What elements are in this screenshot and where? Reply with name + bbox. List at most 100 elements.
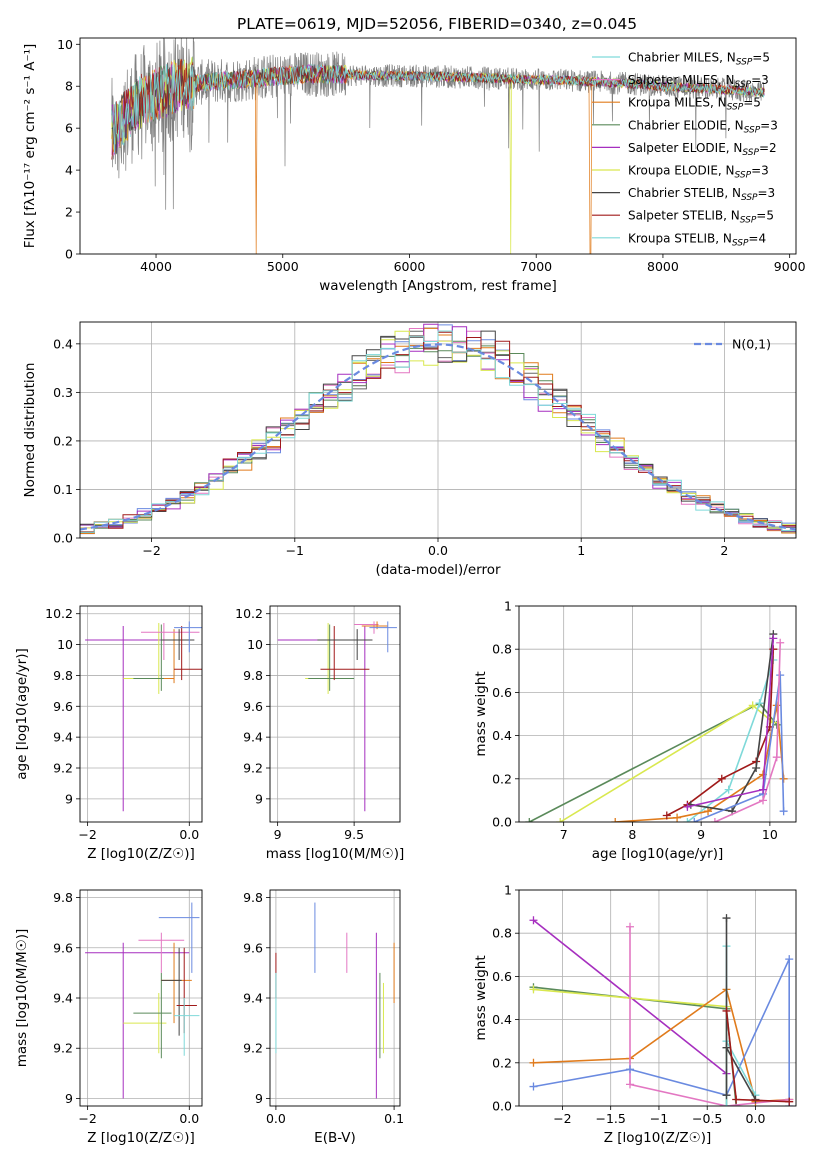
y-tick-label: 9.4	[53, 730, 73, 745]
x-tick-label: −2	[78, 1111, 96, 1126]
y-tick-label: 9.4	[243, 991, 263, 1006]
x-tick-label: −2	[553, 1111, 571, 1126]
mass-weight-line	[559, 704, 774, 822]
plus-marker	[722, 914, 731, 923]
mass-weight-line	[629, 926, 790, 1106]
y-tick-label: 9	[255, 791, 263, 806]
axes-frame	[269, 605, 401, 823]
plus-marker	[529, 916, 538, 925]
x-tick-label: 0.0	[179, 827, 199, 842]
x-axis-label: Z [log10(Z/Z☉)]	[87, 846, 195, 862]
y-tick-label: 9.8	[53, 890, 73, 905]
mass_vs_Z-panel: −2 0.0 9 9.2 9.4 9.6 9.8 Z [log10(Z/Z☉)] mass [l…	[14, 889, 203, 1146]
x-tick-label: 8	[628, 827, 636, 842]
y-tick-label: 0.3	[53, 385, 73, 400]
x-tick-label: 0.0	[428, 543, 448, 558]
x-axis-label: mass [log10(M/M☉)]	[266, 846, 405, 862]
plus-marker	[752, 764, 761, 772]
y-tick-label: 9.8	[53, 668, 73, 683]
plus-marker	[748, 701, 757, 710]
plus-marker	[683, 818, 692, 822]
x-tick-label: 2	[720, 543, 728, 558]
axes-frame	[518, 889, 797, 1107]
plus-marker	[525, 818, 534, 822]
x-tick-label: −1	[286, 543, 304, 558]
x-tick-label: 0.0	[746, 1111, 766, 1126]
x-tick-label: 9.5	[344, 827, 364, 842]
plus-marker	[722, 1006, 731, 1015]
plus-marker	[529, 1082, 538, 1091]
plus-marker	[722, 1102, 731, 1106]
x-tick-label: 7000	[520, 259, 552, 274]
y-tick-label: 1	[504, 599, 512, 614]
plus-marker	[662, 811, 671, 820]
x-tick-label: 5000	[267, 259, 299, 274]
x-tick-label: 8000	[647, 259, 679, 274]
x-tick-label: 10	[762, 827, 778, 842]
x-tick-label: 6000	[394, 259, 426, 274]
massweight_vs_Z-panel: −2 −1.5 −1 −0.5 0.0 0.0 0.2 0.4 0.6 0.8 1 Z [log10(…	[473, 883, 797, 1146]
y-tick-label: 2	[65, 205, 73, 220]
y-axis-label: mass weight	[473, 955, 489, 1040]
legend-label: Salpeter ELODIE, NSSP=2	[628, 141, 777, 158]
plus-marker	[759, 796, 768, 805]
plus-marker	[625, 922, 634, 931]
y-tick-label: 0.4	[53, 336, 73, 351]
plus-marker	[722, 1043, 731, 1052]
plus-marker	[625, 1065, 634, 1074]
age_vs_Z-panel: −2 0.0 9 9.2 9.4 9.6 9.8 10 10.2 Z [log10(Z/Z☉)] a…	[14, 605, 203, 862]
x-tick-label: 0.0	[266, 1111, 286, 1126]
y-tick-label: 9.2	[53, 1041, 73, 1056]
plus-marker	[724, 785, 733, 794]
x-tick-label: 4000	[140, 259, 172, 274]
mass-weight-plot	[525, 630, 788, 822]
residuals-plot	[80, 323, 796, 537]
x-tick-label: 9	[274, 827, 282, 842]
plus-marker	[625, 1080, 634, 1089]
x-tick-label: −1	[650, 1111, 668, 1126]
legend-label: Chabrier ELODIE, NSSP=3	[628, 118, 778, 135]
y-tick-label: 9	[65, 791, 73, 806]
mass-weight-line	[714, 642, 781, 822]
spectrum-panel: 4000 5000 6000 7000 8000 9000 0 2 4 6 8 10 wavelengt…	[22, 37, 806, 294]
panels: 4000 5000 6000 7000 8000 9000 0 2 4 6 8 10 wavelengt…	[14, 37, 806, 1146]
plus-marker	[732, 1095, 741, 1104]
plus-marker	[529, 1058, 538, 1067]
x-tick-label: 0.0	[179, 1111, 199, 1126]
legend-label: Chabrier STELIB, NSSP=3	[628, 186, 775, 203]
legend-label: N(0,1)	[732, 337, 771, 352]
plus-marker	[769, 634, 778, 643]
plus-marker	[611, 818, 620, 822]
plus-marker	[683, 802, 692, 811]
legend-label: Kroupa STELIB, NSSP=4	[628, 231, 766, 248]
y-tick-label: 8	[65, 79, 73, 94]
x-tick-label: −2	[78, 827, 96, 842]
age_vs_mass-panel: 9 9.5 9 9.2 9.4 9.6 9.8 10 10.2 mass [log10(M/M☉)…	[235, 605, 405, 862]
y-tick-label: 10	[57, 37, 73, 52]
y-tick-label: 10	[57, 637, 73, 652]
mass-weight-line	[725, 918, 757, 1100]
axes-frame	[269, 889, 401, 1107]
axes-frame	[79, 37, 797, 255]
y-tick-label: 6	[65, 121, 73, 136]
plus-marker	[717, 774, 726, 783]
y-tick-label: 1	[504, 883, 512, 898]
y-tick-label: 0.4	[492, 1012, 512, 1027]
x-axis-label: Z [log10(Z/Z☉)]	[604, 1130, 712, 1146]
y-tick-label: 9.8	[243, 890, 263, 905]
y-tick-label: 9.8	[243, 668, 263, 683]
x-axis-label: wavelength [Angstrom, rest frame]	[319, 278, 557, 294]
plus-marker	[785, 955, 794, 964]
x-axis-label: age [log10(age/yr)]	[592, 846, 724, 862]
y-axis-label: mass [log10(M/M☉)]	[14, 929, 30, 1068]
plus-marker	[690, 818, 699, 822]
x-tick-label: 9000	[774, 259, 806, 274]
figure-title: PLATE=0619, MJD=52056, FIBERID=0340, z=0…	[237, 15, 637, 33]
x-tick-label: −0.5	[692, 1111, 722, 1126]
axes-frame	[79, 321, 797, 539]
y-tick-label: 0.8	[492, 642, 512, 657]
legend-label: Salpeter STELIB, NSSP=5	[628, 209, 774, 226]
errorbar-plot	[85, 621, 202, 812]
x-tick-label: 9	[697, 827, 705, 842]
y-axis-label: Normed distribution	[22, 363, 38, 498]
